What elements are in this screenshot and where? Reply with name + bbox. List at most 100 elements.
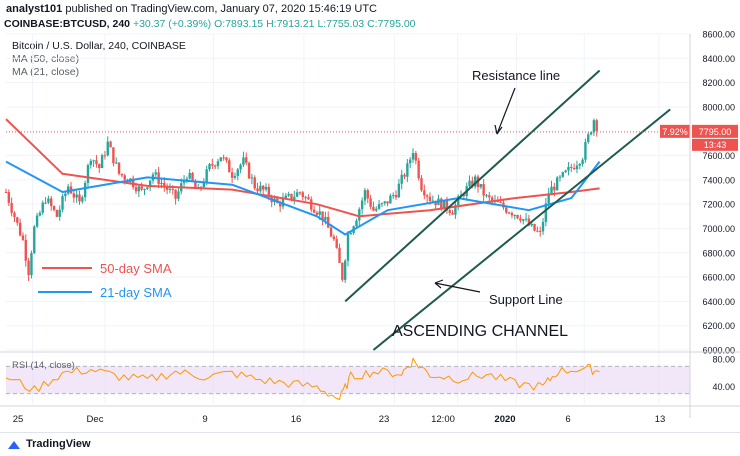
support-label: Support Line	[489, 292, 563, 307]
price-tick: 7200.00	[702, 200, 735, 210]
candle-body	[250, 177, 254, 179]
candle-body	[488, 195, 491, 198]
candle-body	[564, 170, 567, 173]
candle-body	[267, 186, 271, 197]
candle-body	[120, 173, 124, 176]
time-tick: 6	[565, 414, 570, 425]
candle-body	[219, 157, 223, 162]
tradingview-logo[interactable]: TradingView	[8, 438, 91, 450]
candle-body	[485, 195, 488, 197]
author-name[interactable]: analyst101	[6, 3, 63, 15]
candle-body	[301, 192, 304, 198]
candle-body	[451, 212, 454, 215]
candle-body	[35, 215, 39, 227]
candle-body	[41, 202, 44, 213]
candle-body	[7, 192, 11, 203]
resistance-label: Resistance line	[472, 68, 560, 83]
candle-body	[143, 188, 146, 190]
candle-body	[10, 202, 13, 213]
candle-body	[92, 160, 95, 162]
candle-body	[44, 202, 47, 204]
candle-body	[242, 157, 245, 165]
candle-body	[383, 201, 386, 204]
candle-body	[131, 178, 135, 188]
candle-body	[239, 164, 242, 170]
candle-body	[38, 212, 42, 216]
candle-body	[338, 247, 341, 263]
candle-body	[253, 177, 256, 189]
candle-body	[471, 180, 474, 187]
candle-body	[281, 198, 285, 207]
candle-body	[482, 184, 485, 196]
rsi-panel: RSI (14, close)	[5, 357, 690, 400]
candle-body	[304, 197, 307, 199]
chart-title: Bitcoin / U.S. Dollar, 240, COINBASE	[12, 40, 186, 52]
candle-body	[148, 180, 152, 188]
candle-body	[13, 212, 16, 218]
candle-body	[123, 175, 126, 180]
price-badge	[692, 124, 738, 138]
candle-body	[499, 202, 502, 204]
candle-body	[369, 198, 372, 207]
rsi-line	[5, 357, 600, 400]
candle-body	[222, 157, 225, 159]
ohlc-line: COINBASE:BTCUSD, 240 +30.37 (+0.39%) O:7…	[4, 18, 416, 30]
candle-body	[360, 200, 364, 210]
price-tick: 8400.00	[702, 54, 735, 64]
candle-body	[321, 211, 324, 220]
channel-label: ASCENDING CHANNEL	[392, 323, 568, 340]
candle-body	[165, 186, 169, 190]
candle-body	[247, 162, 251, 179]
candle-body	[522, 219, 525, 221]
candle-body	[16, 217, 19, 223]
candle-body	[182, 180, 186, 184]
time-tick: 23	[379, 414, 390, 425]
candle-body	[327, 216, 330, 228]
candle-body	[290, 193, 293, 200]
candle-body	[341, 262, 344, 280]
candle-body	[324, 216, 327, 220]
resistance-arrowhead	[494, 124, 503, 135]
candle-body	[473, 176, 477, 187]
resistance-line	[344, 69, 601, 303]
candle-body	[112, 147, 115, 164]
candle-body	[75, 194, 78, 198]
candle-body	[256, 188, 259, 192]
candle-body	[363, 190, 367, 201]
candle-body	[307, 197, 310, 200]
candle-body	[406, 163, 409, 177]
rsi-tick: 40.00	[712, 382, 735, 392]
rsi-label: RSI (14, close)	[12, 360, 75, 371]
candle-body	[527, 218, 531, 226]
candle-body	[98, 164, 101, 169]
time-tick: 9	[202, 414, 207, 425]
candle-body	[431, 200, 434, 202]
candle-body	[550, 186, 553, 194]
candle-body	[425, 195, 429, 197]
candle-body	[572, 168, 576, 170]
candle-body	[225, 157, 228, 161]
candle-body	[33, 226, 36, 254]
candle-body	[208, 164, 211, 170]
ma50-label[interactable]: MA (50, close)	[12, 53, 80, 65]
price-tick: 8600.00	[702, 30, 735, 40]
candle-body	[445, 200, 449, 211]
indicator-legend: Bitcoin / U.S. Dollar, 240, COINBASE MA …	[12, 40, 186, 79]
candle-body	[394, 195, 398, 198]
sma50-line	[5, 118, 600, 218]
candle-body	[490, 197, 494, 201]
candle-body	[47, 198, 50, 203]
change-badge	[660, 124, 690, 138]
candle-body	[312, 209, 316, 213]
candle-body	[372, 206, 375, 211]
price-tick: 6800.00	[702, 248, 735, 258]
candle-body	[448, 210, 451, 213]
candle-body	[21, 235, 25, 240]
candle-body	[134, 187, 138, 192]
candle-body	[117, 162, 121, 174]
candle-body	[349, 232, 353, 235]
price-badge-text: 7795.00	[699, 127, 732, 137]
ma21-label[interactable]: MA (21, close)	[12, 66, 80, 78]
axes: 8600.00 8400.00 8200.00 8000.00 7600.00 7400.…	[0, 30, 740, 425]
